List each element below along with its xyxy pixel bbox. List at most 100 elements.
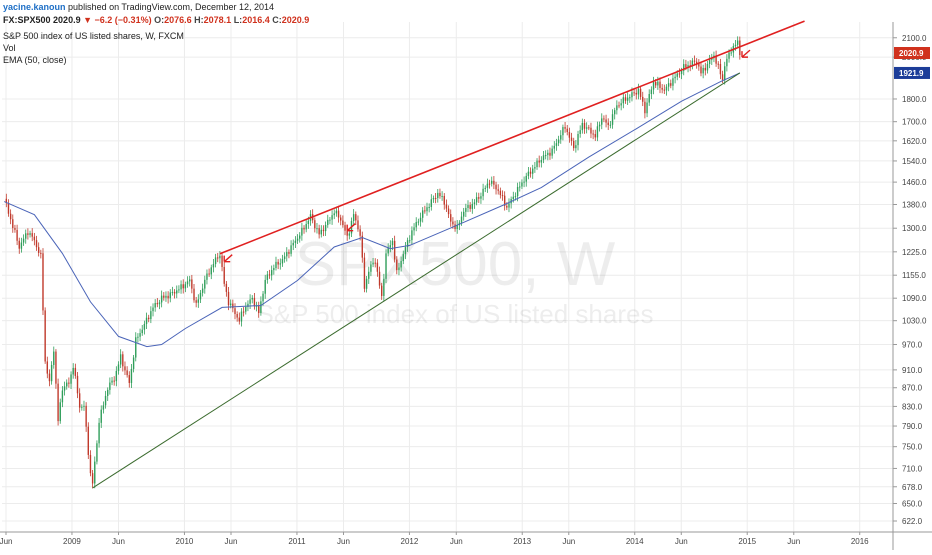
open-label: O: (154, 15, 165, 25)
ema-value-badge: 1921.9 (899, 69, 924, 78)
candle-body (450, 214, 452, 222)
candle-body (219, 255, 221, 259)
candle-body (156, 303, 159, 305)
candle-body (398, 267, 400, 271)
drawings[interactable] (92, 20, 805, 489)
candle-body (130, 368, 133, 383)
candle-body (568, 132, 571, 138)
candle-body (188, 279, 191, 282)
series-legend[interactable]: S&P 500 index of US listed shares, W, FX… (3, 31, 184, 41)
candle-body (68, 382, 70, 384)
candle-body (644, 101, 646, 114)
author-link[interactable]: yacine.kanoun (3, 2, 66, 12)
candle-body (145, 317, 148, 324)
candle-body (447, 208, 450, 215)
candle-body (428, 206, 430, 208)
candle-body (529, 171, 532, 174)
candle-body (650, 89, 653, 95)
y-tick-label: 870.0 (902, 384, 923, 393)
candle-body (258, 305, 260, 314)
candle-body (711, 58, 713, 60)
candle-body (327, 219, 329, 225)
candle-body (148, 317, 150, 320)
candle-body (685, 64, 687, 68)
candle-body (430, 199, 433, 207)
candle-body (396, 259, 398, 271)
candle-body (454, 224, 456, 229)
candle-body (417, 221, 420, 223)
candle-body (102, 405, 105, 410)
ema-legend[interactable]: EMA (50, close) (3, 55, 67, 65)
candle-body (212, 264, 215, 268)
candle-body (59, 402, 61, 422)
candle-body (385, 253, 387, 279)
ema-layer (4, 72, 741, 348)
candle-body (197, 299, 200, 303)
candle-body (355, 214, 357, 221)
candle-body (659, 81, 661, 88)
candle-body (698, 63, 700, 67)
candle-body (486, 183, 489, 188)
candle-body (560, 135, 562, 140)
candle-body (465, 207, 467, 212)
candle-body (83, 405, 85, 407)
candle-body (270, 270, 273, 276)
candle-body (689, 65, 691, 67)
candle-body (583, 122, 586, 129)
candle-body (176, 290, 178, 294)
candle-body (283, 256, 286, 259)
candle-body (137, 336, 139, 338)
candle-body (715, 55, 717, 64)
y-tick-label: 1380.0 (902, 201, 927, 210)
last-price: 2020.9 (53, 15, 81, 25)
symbol-name[interactable]: FX:SPX500 (3, 15, 51, 25)
y-tick-label: 750.0 (902, 443, 923, 452)
candle-body (674, 76, 676, 79)
candle-body (210, 267, 212, 275)
x-tick-label: 2014 (626, 537, 644, 546)
candle-body (275, 261, 277, 269)
candle-body (182, 284, 184, 289)
candle-body (128, 375, 130, 383)
candle-body (20, 242, 23, 249)
candle-body (163, 295, 165, 298)
candle-body (372, 262, 374, 265)
candle-body (601, 118, 603, 125)
candle-body (89, 454, 92, 474)
candle-body (467, 205, 469, 208)
candle-body (512, 196, 515, 199)
published-text: published on TradingView.com, December 1… (68, 2, 275, 12)
candle-body (469, 205, 471, 209)
candle-body (359, 229, 361, 236)
candle-body (346, 230, 348, 236)
candle-body (700, 66, 702, 74)
candle-body (633, 92, 635, 94)
candle-body (33, 236, 36, 241)
candle-body (409, 240, 411, 242)
candle-body (286, 252, 288, 257)
candle-body (667, 83, 670, 87)
candle-body (646, 102, 648, 114)
candle-body (570, 137, 573, 141)
candle-body (503, 195, 506, 206)
candle-body (221, 255, 223, 267)
candle-body (37, 247, 40, 253)
candle-body (344, 225, 346, 231)
axes: 622.0 650.0 678.0 710.0 750.0 790.0 830.0 870.0… (0, 22, 932, 550)
candle-body (462, 211, 465, 217)
volume-legend[interactable]: Vol (3, 43, 16, 53)
candle-body (340, 217, 342, 221)
candle-body (55, 351, 57, 384)
candle-body (279, 263, 282, 265)
candle-body (294, 240, 297, 243)
candle-body (22, 238, 25, 243)
x-tick-label: 2015 (738, 537, 756, 546)
candle-body (160, 295, 163, 303)
candle-body (527, 171, 530, 176)
candle-body (704, 67, 707, 71)
candle-body (223, 266, 225, 284)
y-tick-label: 1300.0 (902, 224, 927, 233)
candle-body (406, 240, 409, 248)
